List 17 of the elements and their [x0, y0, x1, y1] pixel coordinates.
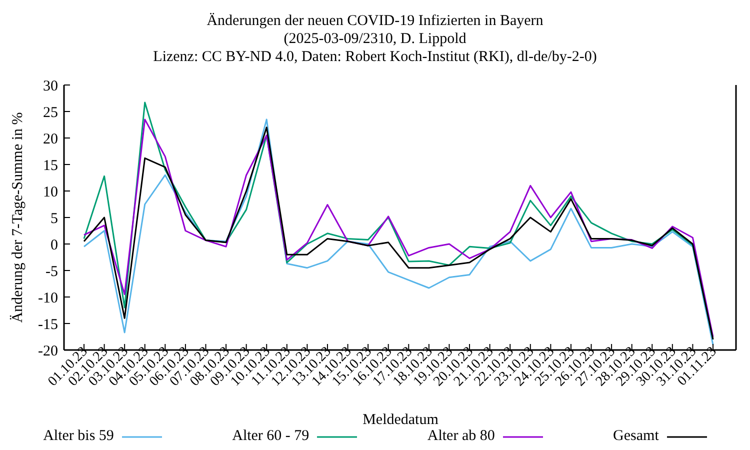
legend-label: Alter bis 59 — [43, 428, 114, 445]
y-tick-label: 15 — [43, 158, 58, 174]
x-axis-title: Meldedatum — [362, 412, 440, 429]
y-tick-label: 30 — [43, 78, 58, 94]
y-axis-title: Änderung der 7-Tage-Summe in % — [9, 112, 26, 323]
y-tick-label: -10 — [38, 290, 58, 306]
y-tick-label: 5 — [50, 210, 58, 227]
legend-label: Alter 60 - 79 — [232, 428, 310, 445]
y-tick-label: -5 — [46, 264, 58, 280]
y-tick-label: 0 — [50, 237, 58, 254]
y-tick-label: 10 — [43, 184, 58, 200]
y-tick-label: -15 — [38, 316, 58, 333]
legend-label: Gesamt — [613, 428, 659, 445]
legend-label: Alter ab 80 — [427, 428, 495, 445]
y-tick-label: 25 — [43, 104, 58, 121]
y-tick-label: 20 — [43, 131, 58, 148]
chart-title: Änderungen der neuen COVID-19 Infizierten in Bayern (2025-03-09/2310, D. Lippold Lizenz: CC BY-ND 4.0, Daten: Robert Koch-Institut (RKI), dl-de/by-2-0) — [152, 12, 598, 66]
